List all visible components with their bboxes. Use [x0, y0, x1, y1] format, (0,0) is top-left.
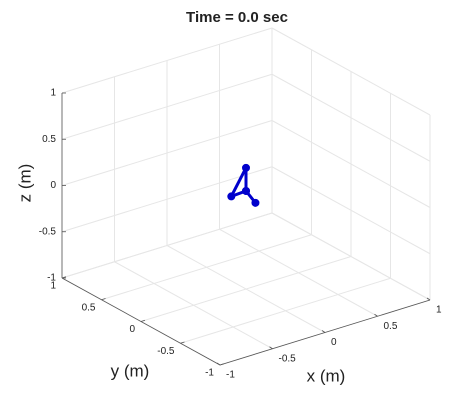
y-tick-label: 0.5 [82, 302, 96, 313]
data-point [242, 186, 250, 195]
grid-line [271, 212, 431, 301]
grid-line [271, 27, 431, 116]
z-tick-label: -1 [47, 273, 56, 284]
x-tick-label: 0 [331, 337, 337, 348]
tick-mark [219, 363, 225, 366]
grid-line [140, 256, 352, 322]
z-tick-label: -0.5 [39, 226, 57, 237]
x-tick-label: 1 [436, 305, 442, 316]
tick-mark [140, 319, 146, 322]
tick-mark [101, 298, 106, 301]
tick-mark [180, 341, 185, 344]
y-tick-label: 0 [129, 324, 135, 335]
tick-mark [61, 276, 67, 279]
grid-line [61, 212, 273, 279]
grid-line [61, 166, 273, 233]
x-tick-label: 0.5 [384, 321, 398, 332]
grid-line [61, 73, 273, 140]
x-axis-label: x (m) [307, 366, 346, 385]
grid-line [180, 277, 391, 344]
tick-mark [216, 362, 221, 366]
grid-line [271, 120, 431, 208]
data-point [251, 198, 260, 207]
tick-mark [426, 297, 431, 301]
z-axis-label: z (m) [15, 164, 34, 203]
grid-line [271, 73, 431, 162]
y-tick-label: 1 [50, 281, 56, 292]
z-tick-label: 0.5 [42, 134, 56, 145]
tick-mark [374, 313, 378, 317]
grid-line [101, 234, 312, 301]
grid-line [61, 27, 273, 94]
grid-line [61, 120, 273, 186]
x-tick-label: -0.5 [279, 353, 297, 364]
z-tick-label: 1 [50, 88, 56, 99]
y-axis-label: y (m) [111, 361, 150, 380]
data-point [227, 192, 236, 201]
z-tick-label: 0 [50, 180, 56, 191]
data-point [242, 163, 250, 172]
y-tick-label: -0.5 [157, 346, 175, 357]
x-tick-label: -1 [226, 370, 235, 381]
y-tick-label: -1 [205, 368, 214, 379]
tick-mark [269, 346, 273, 350]
chart-title: Time = 0.0 sec [186, 9, 288, 26]
tick-mark [321, 330, 326, 333]
grid-line [271, 166, 431, 255]
